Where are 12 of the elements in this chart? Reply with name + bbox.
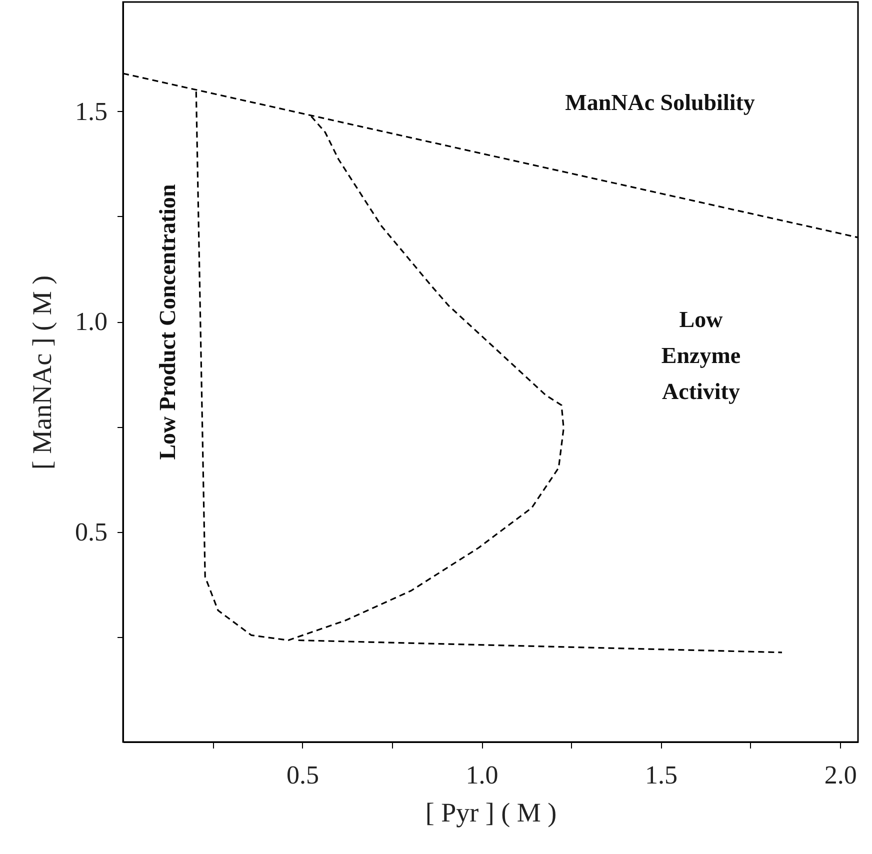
y-tick-label: 1.5 — [75, 96, 108, 126]
y-tick-label: 0.5 — [75, 517, 108, 546]
annotation: Low Product Concentration — [155, 184, 180, 460]
x-tick-label: 2.0 — [824, 760, 857, 790]
x-tick-label: 0.5 — [286, 760, 320, 790]
annotation: ManNAc Solubility — [565, 90, 756, 115]
y-axis-title: [ ManNAc ] ( M ) — [27, 275, 57, 470]
x-axis-title: [ Pyr ] ( M ) — [425, 798, 557, 828]
x-tick-label: 1.5 — [645, 760, 678, 790]
y-tick-label: 1.0 — [75, 307, 108, 336]
annotation: Low Enzyme Activity — [661, 307, 741, 404]
x-tick-label: 1.0 — [466, 760, 498, 790]
